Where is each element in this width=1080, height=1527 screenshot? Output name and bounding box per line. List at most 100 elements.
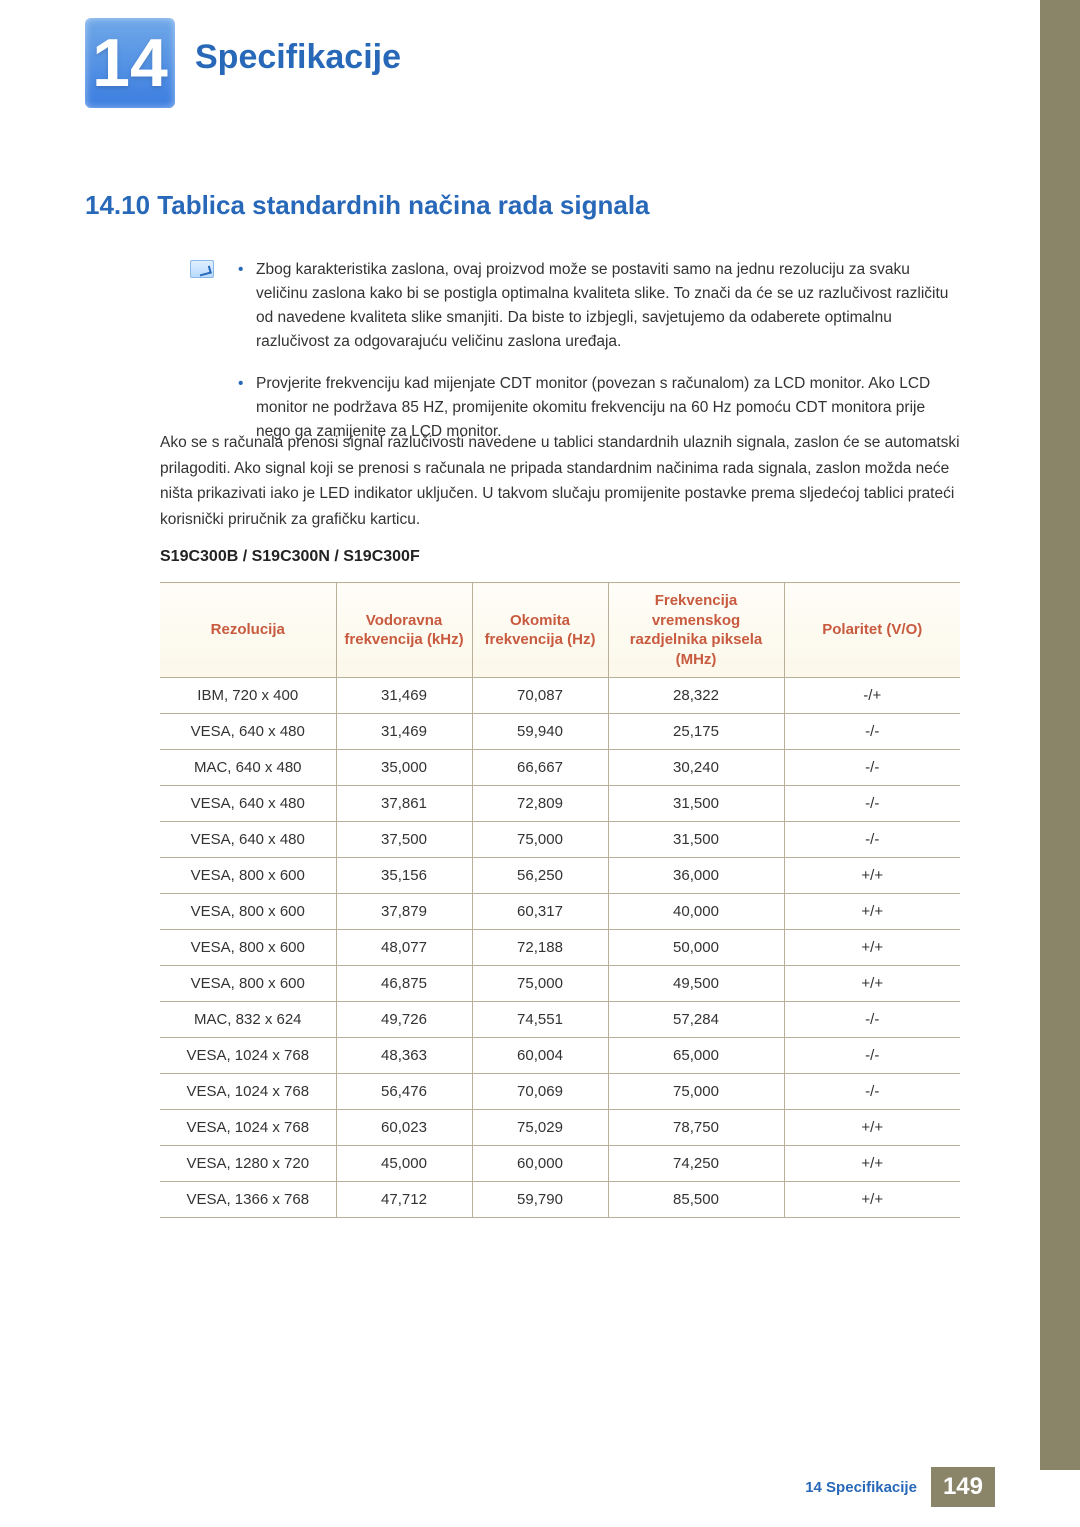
table-cell: 60,023 <box>336 1110 472 1146</box>
table-cell: 59,940 <box>472 714 608 750</box>
signal-modes-table: Rezolucija Vodoravna frekvencija (kHz) O… <box>160 582 960 1218</box>
table-cell: VESA, 800 x 600 <box>160 966 336 1002</box>
table-cell: MAC, 832 x 624 <box>160 1002 336 1038</box>
table-cell: 56,250 <box>472 858 608 894</box>
table-cell: 31,469 <box>336 714 472 750</box>
table-cell: VESA, 1024 x 768 <box>160 1074 336 1110</box>
side-stripe <box>1040 0 1080 1470</box>
table-cell: 74,250 <box>608 1146 784 1182</box>
footer-label: 14 Specifikacije <box>805 1479 917 1496</box>
table-row: MAC, 640 x 48035,00066,66730,240-/- <box>160 750 960 786</box>
table-cell: +/+ <box>784 1110 960 1146</box>
section-title: 14.10 Tablica standardnih načina rada si… <box>85 190 650 221</box>
table-cell: 49,500 <box>608 966 784 1002</box>
col-resolution: Rezolucija <box>160 583 336 678</box>
table-cell: 75,000 <box>472 822 608 858</box>
table-cell: VESA, 640 x 480 <box>160 714 336 750</box>
table-cell: 56,476 <box>336 1074 472 1110</box>
table-cell: VESA, 1366 x 768 <box>160 1182 336 1218</box>
chapter-number: 14 <box>92 24 168 102</box>
table-cell: 75,000 <box>608 1074 784 1110</box>
table-cell: 28,322 <box>608 678 784 714</box>
table-row: VESA, 800 x 60048,07772,18850,000+/+ <box>160 930 960 966</box>
table-cell: VESA, 640 x 480 <box>160 822 336 858</box>
table-cell: 59,790 <box>472 1182 608 1218</box>
table-cell: 35,156 <box>336 858 472 894</box>
table-cell: +/+ <box>784 894 960 930</box>
table-row: VESA, 800 x 60037,87960,31740,000+/+ <box>160 894 960 930</box>
note-list: Zbog karakteristika zaslona, ovaj proizv… <box>238 258 960 444</box>
table-cell: VESA, 640 x 480 <box>160 786 336 822</box>
table-cell: 60,317 <box>472 894 608 930</box>
table-cell: 37,861 <box>336 786 472 822</box>
table-cell: -/- <box>784 1074 960 1110</box>
table-cell: 72,188 <box>472 930 608 966</box>
table-cell: 37,879 <box>336 894 472 930</box>
table-row: VESA, 640 x 48037,50075,00031,500-/- <box>160 822 960 858</box>
table-cell: 60,000 <box>472 1146 608 1182</box>
table-cell: -/- <box>784 750 960 786</box>
table-row: VESA, 640 x 48031,46959,94025,175-/- <box>160 714 960 750</box>
table-cell: +/+ <box>784 1182 960 1218</box>
table-row: VESA, 640 x 48037,86172,80931,500-/- <box>160 786 960 822</box>
note-item: Zbog karakteristika zaslona, ovaj proizv… <box>238 258 960 354</box>
table-cell: -/- <box>784 822 960 858</box>
table-cell: 66,667 <box>472 750 608 786</box>
table-cell: 70,087 <box>472 678 608 714</box>
table-row: VESA, 1280 x 72045,00060,00074,250+/+ <box>160 1146 960 1182</box>
table-cell: 60,004 <box>472 1038 608 1074</box>
table-cell: IBM, 720 x 400 <box>160 678 336 714</box>
table-cell: 75,029 <box>472 1110 608 1146</box>
page-footer: 14 Specifikacije 149 <box>805 1467 995 1507</box>
table-cell: VESA, 800 x 600 <box>160 894 336 930</box>
table-cell: 37,500 <box>336 822 472 858</box>
table-cell: 31,500 <box>608 822 784 858</box>
table-cell: 57,284 <box>608 1002 784 1038</box>
chapter-badge: 14 <box>85 18 175 108</box>
page-number: 149 <box>931 1467 995 1507</box>
table-row: VESA, 1024 x 76860,02375,02978,750+/+ <box>160 1110 960 1146</box>
table-cell: +/+ <box>784 930 960 966</box>
table-row: VESA, 800 x 60046,87575,00049,500+/+ <box>160 966 960 1002</box>
table-cell: 47,712 <box>336 1182 472 1218</box>
table-cell: -/+ <box>784 678 960 714</box>
table-cell: VESA, 800 x 600 <box>160 930 336 966</box>
table-cell: +/+ <box>784 966 960 1002</box>
table-cell: 48,363 <box>336 1038 472 1074</box>
col-vfreq: Okomita frekvencija (Hz) <box>472 583 608 678</box>
table-cell: 49,726 <box>336 1002 472 1038</box>
table-cell: VESA, 800 x 600 <box>160 858 336 894</box>
col-polarity: Polaritet (V/O) <box>784 583 960 678</box>
col-pixelclock: Frekvencija vremenskog razdjelnika pikse… <box>608 583 784 678</box>
table-cell: 31,500 <box>608 786 784 822</box>
table-row: VESA, 1024 x 76848,36360,00465,000-/- <box>160 1038 960 1074</box>
table-cell: VESA, 1024 x 768 <box>160 1110 336 1146</box>
table-cell: 36,000 <box>608 858 784 894</box>
table-cell: 50,000 <box>608 930 784 966</box>
table-row: MAC, 832 x 62449,72674,55157,284-/- <box>160 1002 960 1038</box>
table-cell: 48,077 <box>336 930 472 966</box>
table-cell: 75,000 <box>472 966 608 1002</box>
table-cell: -/- <box>784 714 960 750</box>
table-row: VESA, 1366 x 76847,71259,79085,500+/+ <box>160 1182 960 1218</box>
table-cell: +/+ <box>784 1146 960 1182</box>
body-paragraph: Ako se s računala prenosi signal razluči… <box>160 430 960 532</box>
table-cell: -/- <box>784 1038 960 1074</box>
table-heading: S19C300B / S19C300N / S19C300F <box>160 548 420 566</box>
col-hfreq: Vodoravna frekvencija (kHz) <box>336 583 472 678</box>
table-cell: 25,175 <box>608 714 784 750</box>
table-header-row: Rezolucija Vodoravna frekvencija (kHz) O… <box>160 583 960 678</box>
table-cell: +/+ <box>784 858 960 894</box>
table-cell: -/- <box>784 1002 960 1038</box>
table-cell: 78,750 <box>608 1110 784 1146</box>
table-cell: 45,000 <box>336 1146 472 1182</box>
table-body: IBM, 720 x 40031,46970,08728,322-/+VESA,… <box>160 678 960 1218</box>
table-cell: 70,069 <box>472 1074 608 1110</box>
table-row: VESA, 1024 x 76856,47670,06975,000-/- <box>160 1074 960 1110</box>
table-cell: 31,469 <box>336 678 472 714</box>
table-cell: VESA, 1024 x 768 <box>160 1038 336 1074</box>
table-cell: 85,500 <box>608 1182 784 1218</box>
table-row: VESA, 800 x 60035,15656,25036,000+/+ <box>160 858 960 894</box>
chapter-title: Specifikacije <box>195 38 401 77</box>
table-cell: 40,000 <box>608 894 784 930</box>
